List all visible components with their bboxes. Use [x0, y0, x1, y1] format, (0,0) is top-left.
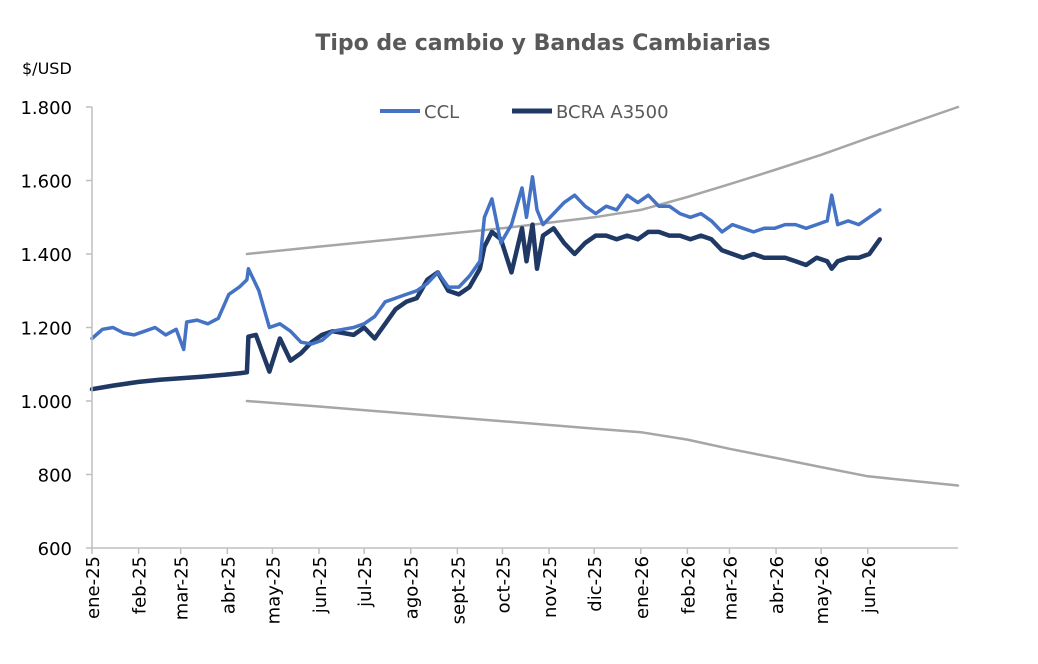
x-tick-label: abr-26: [767, 556, 788, 614]
x-tick-label: nov-25: [540, 556, 561, 618]
x-tick-label: sept-25: [448, 556, 469, 624]
x-tick-label: mar-25: [172, 556, 193, 620]
series-lines-group: [89, 175, 883, 392]
legend-label-ccl: CCL: [424, 102, 459, 123]
x-tick-label: feb-25: [130, 556, 151, 614]
lower-band-line: [245, 399, 960, 487]
y-axis-unit-label: $/USD: [22, 59, 72, 78]
y-tick-label: 1.600: [20, 172, 72, 193]
bcra-a3500-line: [89, 222, 883, 392]
x-tick-label: ene-25: [83, 556, 104, 619]
x-tick-label: jun-26: [859, 556, 880, 614]
x-tick-label: feb-26: [678, 556, 699, 614]
upper-band-line: [245, 105, 960, 256]
x-tick-label: may-25: [263, 556, 284, 624]
y-tick-label: 800: [38, 466, 72, 487]
chart-legend: CCL BCRA A3500: [380, 102, 669, 123]
y-tick-label: 1.800: [20, 98, 72, 119]
y-tick-label: 600: [38, 539, 72, 560]
x-tick-label: ago-25: [402, 556, 423, 619]
x-tick-label: jul-25: [355, 556, 376, 608]
x-tick-label: ene-26: [632, 556, 653, 619]
x-tick-label: dic-25: [585, 556, 606, 612]
band-lines-group: [245, 105, 960, 487]
y-tick-label: 1.200: [20, 319, 72, 340]
x-tick-label: jun-25: [310, 556, 331, 614]
x-tick-labels: ene-25 feb-25 mar-25 abr-25 may-25 jun-25 jul-…: [83, 548, 880, 624]
x-tick-label: abr-25: [218, 556, 239, 614]
ccl-line: [90, 175, 882, 352]
x-tick-label: oct-25: [493, 556, 514, 613]
x-tick-label: mar-26: [720, 556, 741, 620]
y-tick-labels: 600 800 1.000 1.200 1.400 1.600 1.800: [20, 98, 92, 560]
legend-label-bcra-a3500: BCRA A3500: [556, 102, 669, 123]
chart-title: Tipo de cambio y Bandas Cambiarias: [315, 31, 770, 56]
y-tick-label: 1.000: [20, 392, 72, 413]
y-tick-label: 1.400: [20, 245, 72, 266]
x-tick-label: may-26: [812, 556, 833, 624]
